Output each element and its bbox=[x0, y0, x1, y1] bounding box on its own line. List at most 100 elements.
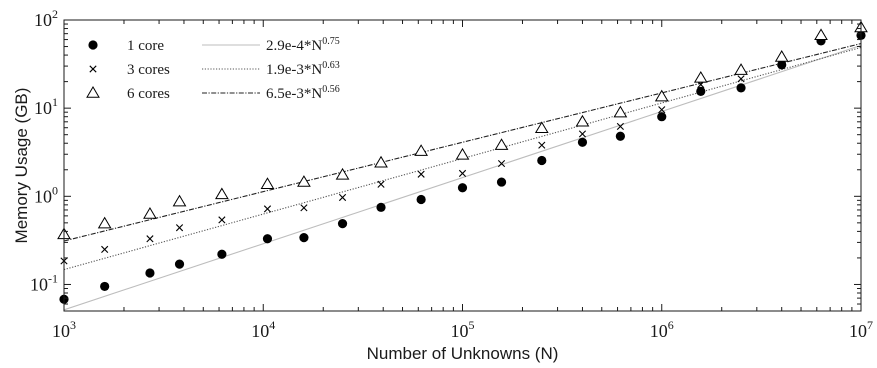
point-s1-13 bbox=[537, 155, 547, 166]
x-tick-label-1-exp: 3 bbox=[70, 318, 76, 332]
point-s2-10-stroke-b bbox=[417, 170, 425, 178]
legend-fit-exp-3: 0.56 bbox=[322, 84, 340, 95]
point-s3-20 bbox=[814, 28, 828, 41]
legend-fit-base-2: 1.9e-3*N bbox=[266, 62, 322, 78]
point-s2-5-stroke-b bbox=[218, 216, 226, 224]
y-tick-label-3-exp: 1 bbox=[52, 95, 58, 109]
legend-label-3: 6 cores bbox=[127, 86, 170, 102]
point-s3-7 bbox=[297, 175, 311, 187]
point-s3-14 bbox=[575, 114, 590, 127]
point-s1-4 bbox=[174, 259, 185, 269]
point-s1-9 bbox=[376, 202, 386, 212]
point-s1-15 bbox=[615, 131, 625, 141]
point-s2-4 bbox=[175, 224, 184, 232]
point-s1-3 bbox=[145, 268, 155, 278]
x-tick-label-3-exp: 5 bbox=[469, 318, 475, 332]
point-s3-11 bbox=[455, 147, 470, 160]
point-s2-14-stroke-b bbox=[578, 130, 587, 138]
point-s2-7-stroke-b bbox=[300, 204, 308, 212]
point-s2-14 bbox=[578, 130, 587, 138]
point-s2-9 bbox=[377, 180, 385, 188]
fit-line-2 bbox=[64, 46, 861, 271]
point-s2-3-stroke-b bbox=[146, 235, 154, 243]
point-s3-16 bbox=[654, 89, 669, 102]
x-tick-label-2-exp: 4 bbox=[269, 318, 275, 332]
legend-label-2: 3 cores bbox=[127, 62, 170, 78]
y-tick-label-2: 100 bbox=[34, 183, 58, 206]
point-s1-10 bbox=[416, 194, 426, 205]
point-s3-17 bbox=[693, 70, 708, 83]
y-tick-label-3-base: 10 bbox=[34, 98, 52, 118]
point-s2-16-stroke-b bbox=[658, 106, 666, 114]
point-s1-2 bbox=[100, 281, 110, 292]
point-s3-3 bbox=[143, 207, 157, 219]
point-s3-12 bbox=[494, 138, 509, 150]
point-s2-10 bbox=[417, 170, 425, 178]
point-s1-16 bbox=[657, 112, 667, 122]
point-s3-8 bbox=[335, 167, 350, 180]
point-s1-5 bbox=[217, 249, 227, 259]
point-s3-9 bbox=[374, 155, 388, 168]
point-s2-2-stroke-b bbox=[101, 245, 109, 253]
fit-line-3 bbox=[64, 43, 861, 242]
x-tick-label-4-exp: 6 bbox=[668, 318, 674, 332]
point-s2-8-stroke-b bbox=[338, 193, 347, 202]
point-s2-6 bbox=[263, 205, 272, 213]
point-s2-2 bbox=[101, 245, 109, 253]
point-s2-18 bbox=[737, 75, 745, 83]
y-axis-title: Memory Usage (GB) bbox=[12, 88, 31, 244]
point-s2-5 bbox=[218, 216, 226, 224]
point-s1-12 bbox=[496, 177, 507, 187]
y-tick-label-1-base: 10 bbox=[30, 274, 48, 294]
point-s2-11-stroke-b bbox=[458, 169, 467, 177]
y-tick-label-4: 102 bbox=[34, 7, 58, 30]
point-s1-11 bbox=[457, 183, 468, 193]
point-s3-10 bbox=[414, 144, 429, 156]
point-s2-18-stroke-b bbox=[737, 75, 745, 83]
series-2 bbox=[60, 28, 865, 265]
point-s3-2 bbox=[97, 216, 112, 229]
legend-marker-1 bbox=[88, 40, 98, 50]
series-1 bbox=[59, 30, 866, 304]
x-tick-label-1-base: 10 bbox=[52, 321, 70, 341]
point-s2-16 bbox=[658, 106, 666, 114]
x-tick-label-3-base: 10 bbox=[451, 321, 469, 341]
point-s2-7 bbox=[300, 204, 308, 212]
legend-marker-3 bbox=[86, 86, 100, 98]
legend: 1 core 3 cores 6 cores 2.9e-4*N0.75 1.9e-3*N… bbox=[86, 36, 340, 102]
legend-marker-2-stroke-b bbox=[89, 65, 97, 73]
point-s1-6 bbox=[262, 234, 273, 244]
point-s1-18 bbox=[736, 83, 746, 93]
point-s1-7 bbox=[299, 233, 309, 243]
x-tick-label-3: 105 bbox=[451, 318, 475, 341]
legend-fit-exp-1: 0.75 bbox=[322, 36, 340, 47]
point-s2-12-stroke-b bbox=[497, 160, 506, 168]
point-s2-3 bbox=[146, 235, 154, 243]
legend-fit-base-3: 6.5e-3*N bbox=[266, 86, 322, 102]
legend-fit-exp-2: 0.63 bbox=[322, 60, 340, 71]
point-s2-15 bbox=[616, 122, 624, 131]
point-s1-14 bbox=[577, 137, 588, 147]
point-s2-15-stroke-b bbox=[616, 122, 624, 131]
y-tick-label-3: 101 bbox=[34, 95, 58, 118]
y-tick-label-4-base: 10 bbox=[34, 10, 52, 30]
fit-lines bbox=[64, 43, 861, 311]
point-s1-17 bbox=[696, 86, 706, 96]
point-s2-11 bbox=[458, 169, 467, 177]
point-s1-8 bbox=[337, 219, 348, 229]
point-s2-12 bbox=[497, 160, 506, 168]
legend-marker-2 bbox=[89, 65, 97, 73]
legend-fit-label-2: 1.9e-3*N0.63 bbox=[266, 60, 340, 78]
legend-fit-base-1: 2.9e-4*N bbox=[266, 38, 322, 54]
x-tick-label-4: 106 bbox=[650, 318, 674, 341]
legend-label-1: 1 core bbox=[127, 38, 164, 54]
x-tick-label-2: 104 bbox=[251, 318, 275, 341]
x-axis-title: Number of Unknowns (N) bbox=[367, 344, 559, 363]
point-s3-4 bbox=[172, 194, 187, 207]
point-s2-4-stroke-b bbox=[175, 224, 184, 232]
point-s3-6 bbox=[260, 177, 275, 189]
x-tick-label-1: 103 bbox=[52, 318, 76, 341]
point-s3-18 bbox=[734, 63, 748, 75]
